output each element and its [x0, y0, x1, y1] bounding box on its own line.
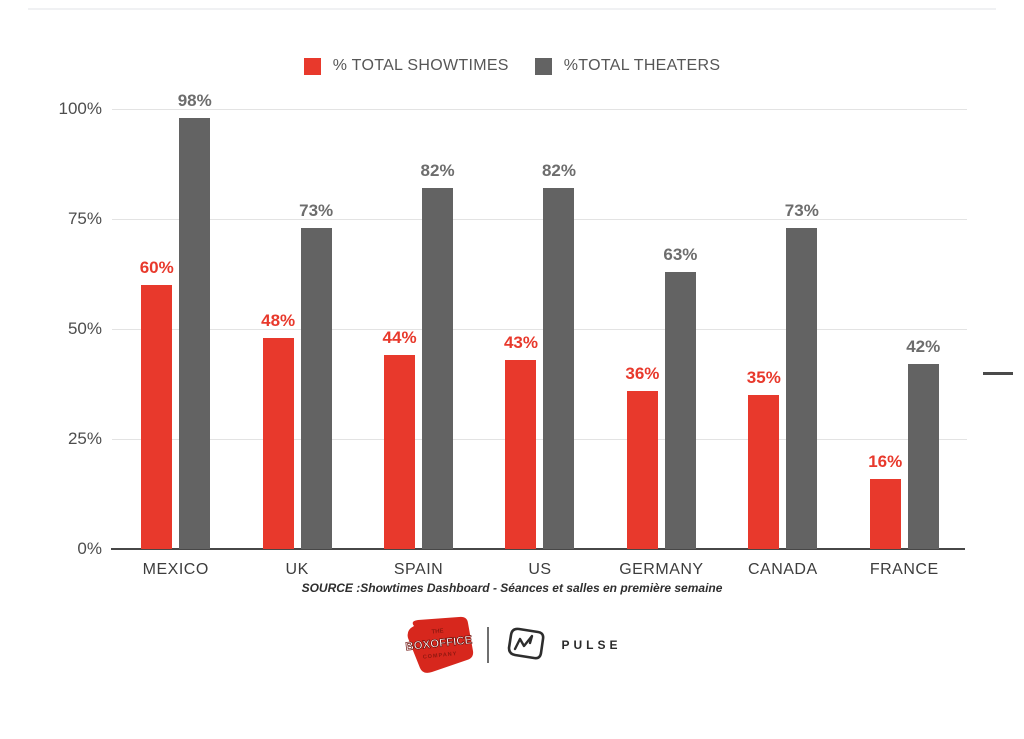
y-tick-25: 25%	[67, 429, 102, 448]
bar-slot: 48%	[261, 109, 295, 549]
legend-item-showtimes: % TOTAL SHOWTIMES	[303, 57, 509, 75]
x-axis-label-uk: UK	[285, 561, 309, 578]
bar-slot: 43%	[504, 109, 538, 549]
bar-value-label: 48%	[261, 310, 296, 330]
bar-value-label: 73%	[299, 200, 334, 220]
bar-value-label: 42%	[906, 337, 941, 357]
y-tick-0: 0%	[77, 539, 102, 558]
gridline-100	[112, 109, 967, 110]
legend-label-theaters: %TOTAL THEATERS	[563, 57, 721, 74]
x-axis-label-germany: GERMANY	[619, 561, 704, 578]
legend-swatch-theaters-icon	[534, 57, 552, 75]
bar-slot: 73%	[299, 109, 333, 549]
bar-value-label: 82%	[420, 161, 455, 181]
source-note: SOURCE :Showtimes Dashboard - Séances et…	[301, 581, 723, 595]
bar-slot: 73%	[785, 109, 819, 549]
boxoffice-logo-the-text: THE	[432, 628, 445, 635]
bar-total-theaters-mexico: 98%	[178, 91, 212, 549]
bar-group-canada: 35% 73% CANADA	[747, 109, 819, 578]
bar-group-spain: 44% 82% SPAIN	[383, 109, 455, 578]
bar-slot: 16%	[868, 109, 902, 549]
pulse-wordmark: PULSE	[561, 638, 622, 652]
bar-total-theaters-us: 82%	[542, 161, 576, 549]
bar-slot: 82%	[421, 109, 455, 549]
bar-value-label: 60%	[139, 258, 174, 277]
bar-total-theaters-france: 42%	[906, 337, 940, 549]
y-tick-50: 50%	[67, 319, 102, 338]
bar-total-theaters-uk: 73%	[299, 201, 333, 549]
legend-label-showtimes: % TOTAL SHOWTIMES	[332, 57, 509, 74]
bar-slot: 60%	[140, 109, 174, 549]
x-axis-label-spain: SPAIN	[393, 561, 444, 578]
y-tick-100: 100%	[58, 99, 102, 118]
bar-value-label: 44%	[382, 328, 417, 348]
bar-value-label: 98%	[177, 90, 212, 110]
bar-total-showtimes-france: 16%	[868, 452, 902, 549]
bar-group-france: 16% 42% FRANCE	[868, 109, 940, 578]
bar-slot: 98%	[178, 91, 212, 549]
gridline-50	[112, 329, 967, 330]
x-axis-baseline	[111, 548, 965, 550]
bar-total-showtimes-uk: 48%	[261, 311, 295, 549]
bar-value-label: 43%	[503, 332, 538, 352]
x-axis-label-france: FRANCE	[869, 561, 939, 578]
pulse-logo-icon	[508, 627, 545, 660]
boxoffice-company-logo: THE BOXOFFICE COMPANY	[405, 616, 474, 673]
logo-divider	[487, 627, 490, 663]
footer-logos: THE BOXOFFICE COMPANY PULSE	[0, 616, 1024, 674]
bar-value-label: 73%	[784, 200, 819, 220]
bar-total-showtimes-canada: 35%	[747, 368, 781, 549]
bar-total-theaters-spain: 82%	[421, 161, 455, 549]
bar-group-germany: 36% 63% GERMANY	[619, 109, 703, 578]
bar-value-label: 63%	[663, 244, 698, 264]
bar-group-mexico: 60% 98% MEXICO	[140, 91, 212, 578]
bar-slot: 63%	[663, 109, 697, 549]
chart-legend: % TOTAL SHOWTIMES %TOTAL THEATERS	[0, 57, 1024, 75]
bar-group-us: 43% 82% US	[504, 109, 576, 578]
gridline-25	[112, 439, 967, 440]
bar-slot: 36%	[625, 109, 659, 549]
bar-total-theaters-canada: 73%	[785, 201, 819, 549]
bar-slot: 35%	[747, 109, 781, 549]
bar-slot: 42%	[906, 109, 940, 549]
boxoffice-logo-company-text: COMPANY	[423, 651, 458, 661]
plot-area: 100% 75% 50% 25% 0% 60% 98% MEXICO 48% 73% UK…	[59, 91, 967, 578]
right-edge-dash	[983, 372, 1013, 375]
bar-value-label: 82%	[541, 161, 576, 181]
bar-value-label: 36%	[625, 363, 660, 383]
bar-total-showtimes-germany: 36%	[625, 364, 659, 549]
legend-item-theaters: %TOTAL THEATERS	[534, 57, 721, 75]
bar-total-showtimes-spain: 44%	[383, 328, 417, 549]
bar-total-theaters-germany: 63%	[663, 245, 697, 549]
x-axis-label-canada: CANADA	[747, 561, 818, 578]
x-axis-label-us: US	[528, 561, 552, 578]
bar-slot: 82%	[542, 109, 576, 549]
legend-swatch-showtimes-icon	[303, 57, 321, 75]
bar-value-label: 35%	[746, 368, 781, 387]
gridline-75	[112, 219, 967, 220]
top-border-line	[28, 8, 996, 10]
bar-value-label: 16%	[868, 451, 903, 471]
x-axis-label-mexico: MEXICO	[142, 561, 209, 578]
bar-total-showtimes-mexico: 60%	[140, 258, 174, 549]
bar-total-showtimes-us: 43%	[504, 333, 538, 549]
bar-groups: 60% 98% MEXICO 48% 73% UK 44% 82% SPAIN 43% 82% US 3…	[115, 91, 965, 578]
bar-group-uk: 48% 73% UK	[261, 109, 333, 578]
y-tick-75: 75%	[67, 209, 102, 228]
bar-slot: 44%	[383, 109, 417, 549]
